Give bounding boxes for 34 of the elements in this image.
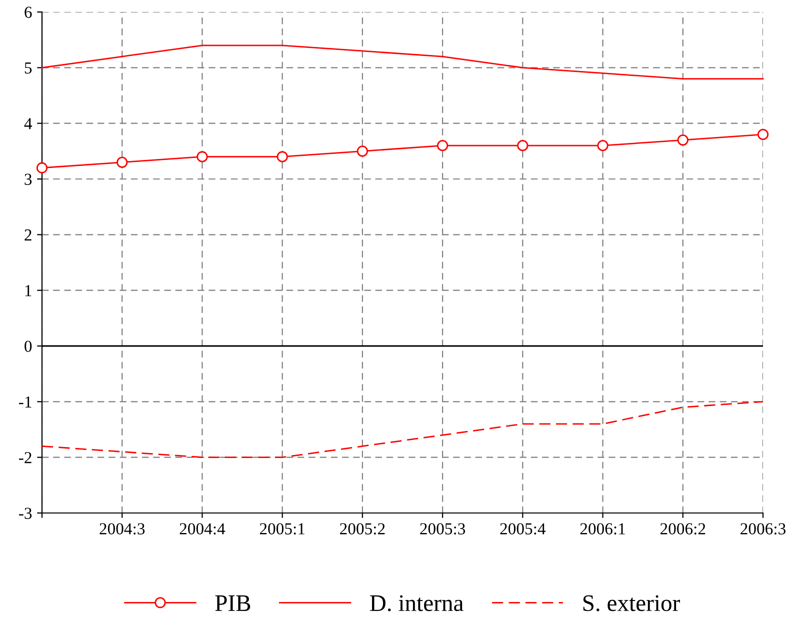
point [356, 146, 368, 157]
x-tick-label: 2006:1 [580, 523, 625, 535]
x-tick-label: 2005:1 [260, 523, 304, 535]
x-tick-label: 2005:2 [340, 523, 385, 535]
y-tick-label: 2 [24, 229, 32, 240]
x-tick-label: 2006:3 [740, 523, 786, 535]
x-tick-label: 2004:3 [100, 523, 145, 535]
x-tick-label: 2005:3 [420, 523, 466, 535]
point [677, 134, 688, 146]
y-tick-label: 1 [25, 285, 32, 296]
point [276, 151, 288, 162]
legend-label: S. exterior [583, 595, 680, 612]
point [517, 140, 528, 152]
x-tick-label: 2005:4 [500, 523, 546, 535]
y-tick-label: -2 [19, 452, 32, 464]
x-tick-label: 2006:2 [660, 523, 706, 535]
y-tick-label: -3 [19, 508, 32, 519]
point [437, 140, 448, 152]
x-tick-label: 2004:4 [180, 523, 226, 535]
point [196, 151, 208, 162]
point [116, 156, 128, 168]
point [36, 162, 48, 174]
line-series [41, 400, 764, 458]
y-tick-label: 5 [24, 62, 32, 74]
y-tick-label: 3 [24, 174, 32, 185]
y-tick-label: -1 [19, 396, 32, 408]
y-tick-label: 6 [24, 6, 32, 18]
legend-label: D. interna [370, 595, 464, 612]
y-tick-label: 0 [24, 340, 32, 352]
legend-label: PIB [215, 595, 250, 611]
line-series [41, 44, 764, 80]
point [597, 140, 608, 152]
y-tick-label: 4 [24, 118, 32, 130]
point [757, 128, 769, 140]
